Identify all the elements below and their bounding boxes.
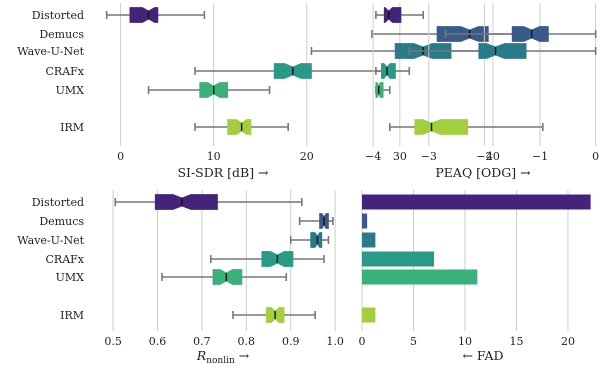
fad-bar-crafx [362,251,435,267]
category-label: UMX [56,84,85,97]
peaq-tick-label: 0 [592,150,599,163]
fad-axis-label: ← FAD [462,348,503,363]
panel-peaq: −4 −3 −2 −1 0 PEAQ [ODG] → [365,3,599,180]
r-nonlin-tick-label: 0.7 [193,335,211,348]
r-nonlin-box-distorted [154,194,218,210]
panel-r-nonlin: 0.5 0.6 0.7 0.8 0.9 1.0 Distorted Demucs Wave-U-… [17,190,344,366]
fad-bar-demucs [362,213,368,229]
fad-tick-label: 0 [359,335,366,348]
fad-tick-label: 15 [509,335,523,348]
panel-si-sdr: 0 10 20 30 40 Distorted Demucs Wave-U-Net CRAFx U… [17,3,522,180]
r-nonlin-box-wave-u-net [310,232,323,248]
si-sdr-tick-label: 0 [117,150,124,163]
r-nonlin-tick-label: 0.8 [238,335,256,348]
peaq-tick-label: −1 [532,150,548,163]
category-label: IRM [60,121,84,134]
r-nonlin-tick-label: 0.6 [149,335,167,348]
category-label: CRAFx [46,65,85,78]
category-label: CRAFx [46,253,85,266]
fad-bar-wave-u-net [362,232,376,248]
peaq-axis-label: PEAQ [ODG] → [435,165,531,180]
r-nonlin-tick-label: 1.0 [326,335,344,348]
category-label: Distorted [32,9,84,22]
si-sdr-axis-label: SI-SDR [dB] → [177,165,269,180]
fad-tick-label: 5 [410,335,417,348]
peaq-box-demucs [511,26,549,42]
peaq-box-wave-u-net [478,43,527,59]
si-sdr-tick-label: 30 [393,150,407,163]
category-label: IRM [60,309,84,322]
category-label: Wave-U-Net [17,234,84,247]
peaq-box-distorted [383,7,402,23]
category-label: Wave-U-Net [17,45,84,58]
category-label: Demucs [39,215,84,228]
peaq-tick-label: −4 [365,150,381,163]
fad-bar-distorted [362,194,591,210]
fad-bar-irm [362,307,376,323]
si-sdr-tick-label: 20 [300,150,314,163]
category-label: Demucs [39,28,84,41]
peaq-box-umx [375,82,384,98]
fad-tick-label: 20 [561,335,575,348]
r-nonlin-tick-label: 0.9 [282,335,300,348]
r-nonlin-tick-label: 0.5 [104,335,122,348]
panel-fad: 0 5 10 15 20 ← FAD [359,190,591,363]
si-sdr-tick-label: 10 [207,150,221,163]
r-nonlin-box-umx [212,269,243,285]
fad-bar-umx [362,269,478,285]
fad-tick-label: 10 [458,335,472,348]
si-sdr-box-distorted [129,7,159,23]
category-label: Distorted [32,196,84,209]
si-sdr-tick-label: 40 [486,150,500,163]
si-sdr-box-irm [227,119,252,135]
r-nonlin-axis-label: Rnonlin → [196,348,250,366]
peaq-tick-label: −2 [476,150,492,163]
peaq-box-crafx [381,63,396,79]
peaq-tick-label: −3 [421,150,437,163]
category-label: UMX [56,271,85,284]
peaq-box-irm [414,119,469,135]
